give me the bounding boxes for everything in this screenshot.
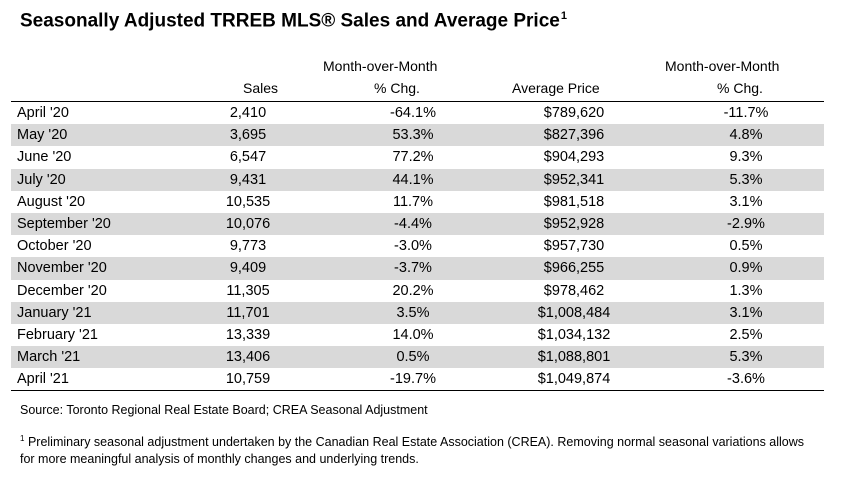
- header-sales-mom-line1: Month-over-Month: [323, 58, 438, 74]
- avg-price-cell: $978,462: [543, 282, 605, 299]
- header-avg-price: Average Price: [512, 80, 600, 96]
- table-row: December '20 11,305 20.2% $978,462 1.3%: [11, 280, 824, 302]
- month-cell: January '21: [17, 304, 92, 321]
- sales-cell: 3,695: [229, 127, 267, 144]
- table-row: April '21 10,759 -19.7% $1,049,874 -3.6%: [11, 368, 824, 390]
- avg-price-cell: $952,341: [543, 171, 605, 188]
- sales-mom-cell: -64.1%: [390, 105, 436, 121]
- table-row: September '20 10,076 -4.4% $952,928 -2.9%: [11, 212, 824, 236]
- price-mom-cell: -3.6%: [727, 371, 765, 388]
- month-cell: August '20: [17, 193, 86, 210]
- sales-mom-cell: -4.4%: [394, 215, 432, 232]
- price-mom-cell: -11.7%: [723, 105, 769, 121]
- sales-cell: 10,535: [225, 193, 271, 210]
- price-mom-cell: 0.5%: [729, 238, 763, 255]
- month-cell: December '20: [17, 282, 107, 299]
- sales-cell: 13,339: [225, 326, 271, 343]
- sales-mom-cell: 11.7%: [392, 193, 434, 210]
- month-cell: September '20: [17, 215, 111, 232]
- footnote: 1 Preliminary seasonal adjustment undert…: [20, 430, 820, 468]
- avg-price-cell: $1,049,874: [537, 371, 611, 388]
- table-row: November '20 9,409 -3.7% $966,255 0.9%: [11, 257, 824, 280]
- sales-cell: 9,773: [229, 238, 267, 255]
- table-row: April '20 2,410 -64.1% $789,620 -11.7%: [11, 102, 824, 124]
- source-note: Source: Toronto Regional Real Estate Boa…: [20, 403, 428, 417]
- price-mom-cell: 9.3%: [729, 149, 763, 166]
- header-price-mom-line2: % Chg.: [717, 80, 763, 96]
- sales-mom-cell: 3.5%: [396, 304, 430, 321]
- sales-cell: 11,701: [226, 304, 270, 321]
- footnote-mark: 1: [20, 434, 25, 443]
- header-price-mom-line1: Month-over-Month: [665, 58, 780, 74]
- header-sales: Sales: [243, 80, 279, 96]
- price-mom-cell: 0.9%: [729, 260, 763, 277]
- month-cell: October '20: [17, 238, 92, 255]
- avg-price-cell: $952,928: [543, 215, 605, 232]
- price-mom-cell: 5.3%: [729, 171, 763, 188]
- table-row: May '20 3,695 53.3% $827,396 4.8%: [11, 124, 824, 147]
- month-cell: February '21: [17, 326, 98, 343]
- avg-price-cell: $1,088,801: [537, 349, 611, 366]
- avg-price-cell: $789,620: [543, 105, 605, 121]
- sales-mom-cell: 77.2%: [392, 149, 434, 166]
- sales-cell: 11,305: [226, 282, 270, 299]
- table-row: February '21 13,339 14.0% $1,034,132 2.5%: [11, 324, 824, 346]
- price-mom-cell: 5.3%: [729, 349, 763, 366]
- month-cell: March '21: [17, 349, 81, 366]
- avg-price-cell: $904,293: [543, 149, 605, 166]
- month-cell: April '21: [17, 371, 69, 388]
- sales-mom-cell: -19.7%: [390, 371, 436, 388]
- price-mom-cell: 2.5%: [729, 326, 763, 343]
- sales-cell: 2,410: [229, 105, 267, 121]
- price-mom-cell: 1.3%: [729, 282, 763, 299]
- footnote-text: Preliminary seasonal adjustment undertak…: [20, 435, 805, 467]
- sales-cell: 6,547: [229, 149, 267, 166]
- price-mom-cell: -2.9%: [727, 215, 765, 232]
- sales-mom-cell: -3.7%: [394, 260, 432, 277]
- avg-price-cell: $957,730: [543, 238, 605, 255]
- avg-price-cell: $966,255: [543, 260, 605, 277]
- avg-price-cell: $1,008,484: [537, 304, 611, 321]
- month-cell: May '20: [17, 127, 68, 144]
- page-title: Seasonally Adjusted TRREB MLS® Sales and…: [20, 10, 567, 32]
- month-cell: June '20: [17, 149, 72, 166]
- table-row: June '20 6,547 77.2% $904,293 9.3%: [11, 146, 824, 168]
- sales-mom-cell: -3.0%: [394, 238, 432, 255]
- month-cell: April '20: [17, 105, 69, 121]
- header-sales-mom-line2: % Chg.: [374, 80, 420, 96]
- price-mom-cell: 4.8%: [729, 127, 763, 144]
- table-row: March '21 13,406 0.5% $1,088,801 5.3%: [11, 346, 824, 369]
- sales-mom-cell: 0.5%: [396, 349, 430, 366]
- price-mom-cell: 3.1%: [729, 304, 763, 321]
- avg-price-cell: $827,396: [543, 127, 605, 144]
- title-footnote-mark: 1: [560, 10, 567, 22]
- sales-cell: 10,759: [225, 371, 271, 388]
- sales-cell: 9,409: [229, 260, 267, 277]
- table-row: January '21 11,701 3.5% $1,008,484 3.1%: [11, 301, 824, 324]
- price-mom-cell: 3.1%: [729, 193, 763, 210]
- sales-price-table: April '20 2,410 -64.1% $789,620 -11.7% May '2…: [11, 101, 824, 392]
- sales-mom-cell: 44.1%: [392, 171, 434, 188]
- sales-mom-cell: 53.3%: [392, 127, 434, 144]
- sales-mom-cell: 20.2%: [392, 282, 434, 299]
- sales-cell: 9,431: [229, 171, 267, 188]
- table-row: July '20 9,431 44.1% $952,341 5.3%: [11, 168, 824, 191]
- table-row: August '20 10,535 11.7% $981,518 3.1%: [11, 191, 824, 213]
- title-text: Seasonally Adjusted TRREB MLS® Sales and…: [20, 10, 560, 32]
- month-cell: July '20: [17, 171, 66, 188]
- avg-price-cell: $1,034,132: [537, 326, 611, 343]
- sales-cell: 13,406: [225, 349, 271, 366]
- month-cell: November '20: [17, 260, 107, 277]
- avg-price-cell: $981,518: [543, 193, 605, 210]
- sales-cell: 10,076: [225, 215, 271, 232]
- table-row: October '20 9,773 -3.0% $957,730 0.5%: [11, 235, 824, 257]
- sales-mom-cell: 14.0%: [392, 326, 434, 343]
